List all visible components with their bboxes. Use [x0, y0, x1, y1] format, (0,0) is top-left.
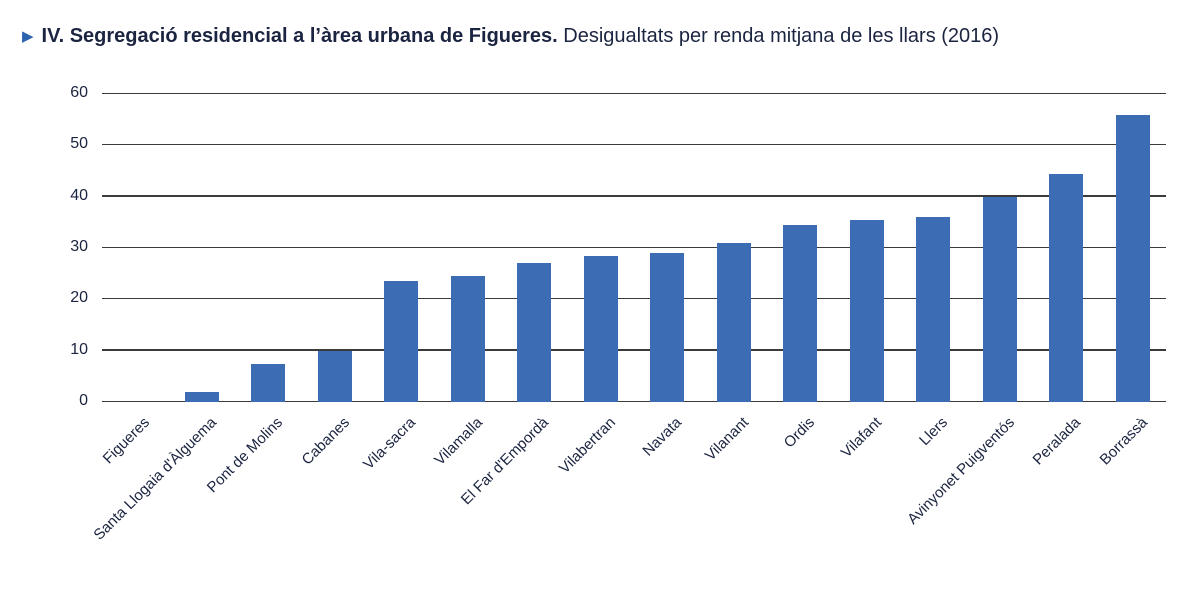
bar — [982, 196, 1017, 402]
gridline — [102, 349, 1166, 351]
y-tick-label: 60 — [70, 84, 88, 101]
bar — [450, 276, 485, 402]
x-tick-label: Vilamalla — [430, 414, 486, 469]
x-tick-label: Borrassà — [1096, 414, 1151, 469]
bar — [849, 219, 884, 402]
bar — [184, 391, 219, 402]
x-tick-label: Avinyonet Puigventós — [903, 414, 1018, 528]
gridline — [102, 297, 1166, 300]
gridline — [102, 195, 1166, 197]
bar — [1049, 173, 1084, 402]
x-tick-label: Vilafant — [837, 414, 885, 462]
x-tick-label: Cabanes — [298, 414, 353, 469]
chart-title: ▶ IV. Segregació residencial a l’àrea ur… — [22, 24, 1180, 48]
bar — [783, 224, 818, 402]
bar — [517, 263, 552, 402]
x-tick-label: Peralada — [1029, 414, 1085, 469]
x-tick-label: Navata — [639, 414, 686, 460]
bar — [1115, 114, 1150, 402]
x-tick-label: Ordis — [780, 414, 819, 452]
triangle-bullet-icon: ▶ — [22, 28, 34, 45]
x-tick-label: Vila-sacra — [360, 414, 420, 473]
x-tick-label: Vilanant — [701, 414, 752, 465]
x-tick-label: Vilabertran — [555, 414, 619, 478]
x-tick-label: Figueres — [99, 414, 154, 468]
x-tick-label: Pont de Molins — [204, 414, 287, 497]
y-tick-label: 10 — [70, 340, 88, 358]
plot-area — [102, 92, 1166, 402]
x-tick-label: Llers — [916, 414, 952, 450]
y-tick-label: 40 — [70, 186, 88, 204]
bar-chart: 0 10 20 30 40 50 60 Figueres Santa Llogaia d'Àl… — [22, 84, 1180, 592]
x-tick-label: Santa Llogaia d'Àlguema — [90, 414, 220, 544]
bar — [317, 350, 352, 402]
y-tick-label: 50 — [70, 135, 88, 153]
bar — [916, 217, 951, 402]
bar — [583, 255, 618, 402]
x-tick-label: El Far d'Empordà — [458, 414, 553, 509]
y-tick-label: 20 — [70, 289, 88, 307]
chart-title-text: IV. Segregació residencial a l’àrea urba… — [42, 24, 1000, 48]
chart-title-bold: IV. Segregació residencial a l’àrea urba… — [41, 25, 558, 47]
chart-title-subtitle: Desigualtats per renda mitjana de les ll… — [563, 25, 1000, 47]
gridline — [102, 92, 1166, 94]
bar — [384, 281, 419, 402]
gridline — [102, 246, 1166, 248]
bar — [251, 363, 286, 402]
y-tick-label: 30 — [70, 238, 88, 255]
bar — [716, 242, 751, 402]
bar — [650, 253, 685, 402]
gridline — [102, 400, 1166, 402]
y-tick-label: 0 — [79, 392, 88, 409]
gridline — [102, 143, 1166, 146]
